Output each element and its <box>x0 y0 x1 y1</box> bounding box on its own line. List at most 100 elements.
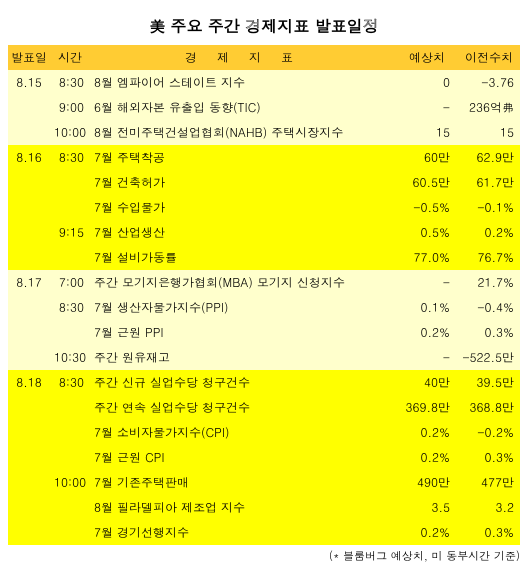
cell-time <box>50 195 90 220</box>
footnote: (* 블룸버그 예상치, 미 동부시간 기준) <box>8 545 520 564</box>
cell-previous: -3.76 <box>458 70 520 95</box>
cell-expected: 0.5% <box>396 220 458 245</box>
cell-previous: 0.3% <box>458 445 520 470</box>
cell-date <box>8 495 50 520</box>
cell-date <box>8 170 50 195</box>
cell-time: 10:00 <box>50 120 90 145</box>
col-header-indicator: 경 제 지 표 <box>90 45 396 70</box>
col-header-time: 시간 <box>50 45 90 70</box>
cell-time: 9:00 <box>50 95 90 120</box>
table-body: 8.158:308월 엠파이어 스테이트 지수0-3.769:006월 해외자본… <box>8 70 520 545</box>
cell-indicator: 7월 근원 PPI <box>90 320 396 345</box>
cell-date <box>8 320 50 345</box>
cell-time <box>50 445 90 470</box>
table-row: 7월 설비가동률77.0%76.7% <box>8 245 520 270</box>
cell-expected: 77.0% <box>396 245 458 270</box>
cell-time: 8:30 <box>50 295 90 320</box>
cell-time <box>50 495 90 520</box>
cell-expected: 490만 <box>396 470 458 495</box>
cell-previous: 0.3% <box>458 520 520 545</box>
cell-indicator: 7월 생산자물가지수(PPI) <box>90 295 396 320</box>
cell-date <box>8 195 50 220</box>
cell-time <box>50 245 90 270</box>
table-row: 9:006월 해외자본 유출입 동향(TIC)-236억弗 <box>8 95 520 120</box>
table-row: 8.168:307월 주택착공60만62.9만 <box>8 145 520 170</box>
table-header-row: 발표일 시간 경 제 지 표 예상치 이전수치 <box>8 45 520 70</box>
economic-calendar-table: 발표일 시간 경 제 지 표 예상치 이전수치 8.158:308월 엠파이어 … <box>8 45 520 545</box>
cell-date <box>8 95 50 120</box>
table-row: 8:307월 생산자물가지수(PPI)0.1%-0.4% <box>8 295 520 320</box>
cell-date <box>8 420 50 445</box>
table-row: 8월 필라델피아 제조업 지수3.53.2 <box>8 495 520 520</box>
cell-indicator: 7월 소비자물가지수(CPI) <box>90 420 396 445</box>
cell-time: 9:15 <box>50 220 90 245</box>
col-header-expected: 예상치 <box>396 45 458 70</box>
cell-date <box>8 220 50 245</box>
cell-time <box>50 170 90 195</box>
cell-time: 10:00 <box>50 470 90 495</box>
cell-previous: 39.5만 <box>458 370 520 395</box>
cell-expected: 0.1% <box>396 295 458 320</box>
cell-expected: 0 <box>396 70 458 95</box>
table-row: 7월 건축허가60.5만61.7만 <box>8 170 520 195</box>
cell-previous: 15 <box>458 120 520 145</box>
cell-indicator: 7월 기존주택판매 <box>90 470 396 495</box>
cell-previous: 21.7% <box>458 270 520 295</box>
cell-date <box>8 345 50 370</box>
cell-previous: 236억弗 <box>458 95 520 120</box>
table-row: 7월 근원 CPI0.2%0.3% <box>8 445 520 470</box>
cell-time <box>50 395 90 420</box>
cell-expected: 3.5 <box>396 495 458 520</box>
cell-expected: 0.2% <box>396 420 458 445</box>
cell-expected: - <box>396 345 458 370</box>
cell-indicator: 7월 경기선행지수 <box>90 520 396 545</box>
cell-time: 8:30 <box>50 145 90 170</box>
cell-time <box>50 520 90 545</box>
cell-expected: -0.5% <box>396 195 458 220</box>
cell-expected: 0.2% <box>396 320 458 345</box>
cell-previous: 76.7% <box>458 245 520 270</box>
cell-indicator: 7월 설비가동률 <box>90 245 396 270</box>
cell-expected: 0.2% <box>396 520 458 545</box>
table-row: 7월 경기선행지수0.2%0.3% <box>8 520 520 545</box>
cell-expected: - <box>396 95 458 120</box>
cell-indicator: 7월 주택착공 <box>90 145 396 170</box>
table-row: 8.177:00주간 모기지은행가협회(MBA) 모기지 신청지수-21.7% <box>8 270 520 295</box>
cell-indicator: 주간 모기지은행가협회(MBA) 모기지 신청지수 <box>90 270 396 295</box>
cell-expected: 40만 <box>396 370 458 395</box>
cell-previous: 0.3% <box>458 320 520 345</box>
page-title: 美 주요 주간 경제지표 발표일정 <box>8 8 520 45</box>
cell-indicator: 주간 연속 실업수당 청구건수 <box>90 395 396 420</box>
cell-date <box>8 120 50 145</box>
cell-time <box>50 420 90 445</box>
cell-expected: 0.2% <box>396 445 458 470</box>
cell-date: 8.15 <box>8 70 50 95</box>
cell-date <box>8 395 50 420</box>
col-header-previous: 이전수치 <box>458 45 520 70</box>
cell-expected: 60만 <box>396 145 458 170</box>
table-row: 주간 연속 실업수당 청구건수369.8만368.8만 <box>8 395 520 420</box>
cell-indicator: 주간 원유재고 <box>90 345 396 370</box>
cell-previous: 62.9만 <box>458 145 520 170</box>
cell-expected: - <box>396 270 458 295</box>
cell-expected: 60.5만 <box>396 170 458 195</box>
cell-indicator: 7월 산업생산 <box>90 220 396 245</box>
cell-previous: -522.5만 <box>458 345 520 370</box>
cell-time: 8:30 <box>50 370 90 395</box>
cell-expected: 369.8만 <box>396 395 458 420</box>
cell-date <box>8 470 50 495</box>
table-row: 10:007월 기존주택판매490만477만 <box>8 470 520 495</box>
cell-indicator: 주간 신규 실업수당 청구건수 <box>90 370 396 395</box>
cell-date: 8.18 <box>8 370 50 395</box>
cell-indicator: 7월 건축허가 <box>90 170 396 195</box>
cell-date <box>8 445 50 470</box>
cell-time <box>50 320 90 345</box>
table-row: 7월 소비자물가지수(CPI)0.2%-0.2% <box>8 420 520 445</box>
cell-previous: 477만 <box>458 470 520 495</box>
cell-previous: 3.2 <box>458 495 520 520</box>
table-row: 7월 수입물가-0.5%-0.1% <box>8 195 520 220</box>
col-header-date: 발표일 <box>8 45 50 70</box>
table-row: 7월 근원 PPI0.2%0.3% <box>8 320 520 345</box>
cell-indicator: 6월 해외자본 유출입 동향(TIC) <box>90 95 396 120</box>
table-row: 8.158:308월 엠파이어 스테이트 지수0-3.76 <box>8 70 520 95</box>
